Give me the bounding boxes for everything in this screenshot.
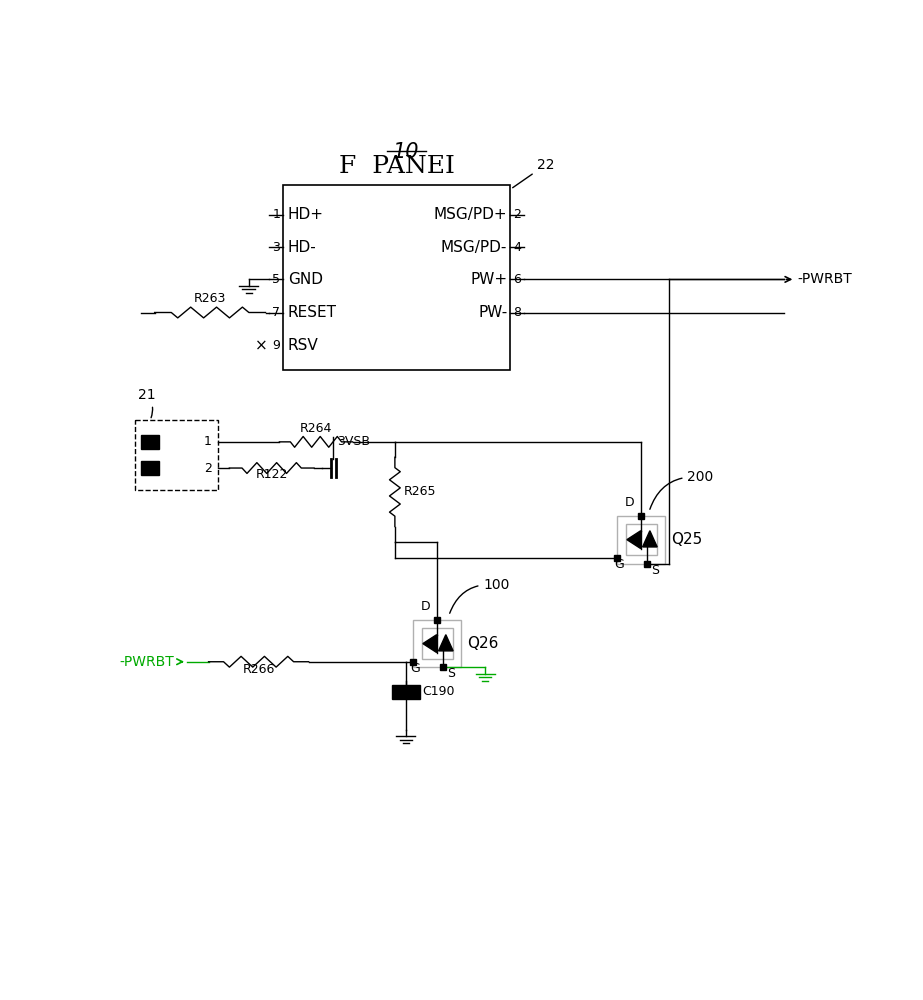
Text: 22: 22 bbox=[512, 158, 555, 188]
Text: 1: 1 bbox=[204, 435, 211, 448]
Text: G: G bbox=[614, 558, 624, 571]
Text: F  PANEI: F PANEI bbox=[339, 155, 455, 178]
Text: HD-: HD- bbox=[288, 240, 317, 255]
Text: R264: R264 bbox=[299, 422, 331, 435]
Text: ×: × bbox=[255, 338, 268, 353]
Text: R265: R265 bbox=[404, 485, 437, 498]
Text: 200: 200 bbox=[650, 470, 713, 509]
Text: 7: 7 bbox=[272, 306, 281, 319]
Text: 9: 9 bbox=[272, 339, 281, 352]
Bar bbox=[422, 628, 452, 659]
Bar bbox=[283, 185, 510, 370]
Text: S: S bbox=[651, 564, 659, 577]
Text: RESET: RESET bbox=[288, 305, 337, 320]
Text: G: G bbox=[410, 662, 420, 675]
Text: 2: 2 bbox=[204, 462, 211, 475]
Text: -PWRBT: -PWRBT bbox=[797, 272, 852, 286]
Text: 2: 2 bbox=[513, 208, 521, 221]
Text: S: S bbox=[447, 667, 455, 680]
Bar bbox=[141, 435, 160, 449]
Text: 6: 6 bbox=[513, 273, 521, 286]
Text: 5: 5 bbox=[272, 273, 281, 286]
Bar bbox=[414, 620, 462, 667]
Text: HD+: HD+ bbox=[288, 207, 324, 222]
Text: 1: 1 bbox=[272, 208, 281, 221]
Text: 21: 21 bbox=[138, 388, 156, 418]
Bar bbox=[617, 516, 665, 564]
Text: D: D bbox=[421, 600, 430, 613]
Text: 8: 8 bbox=[513, 306, 521, 319]
Text: R266: R266 bbox=[243, 663, 275, 676]
Text: 10: 10 bbox=[393, 142, 420, 162]
Text: PW-: PW- bbox=[478, 305, 508, 320]
Text: R263: R263 bbox=[194, 292, 226, 305]
Text: 100: 100 bbox=[450, 578, 509, 613]
Text: PW+: PW+ bbox=[470, 272, 508, 287]
Text: GND: GND bbox=[288, 272, 323, 287]
Bar bbox=[141, 461, 160, 475]
Text: R122: R122 bbox=[256, 468, 288, 481]
Bar bbox=[626, 524, 656, 555]
Text: D: D bbox=[625, 496, 634, 509]
Polygon shape bbox=[627, 531, 641, 549]
Text: MSG/PD+: MSG/PD+ bbox=[434, 207, 508, 222]
Text: 3VSB: 3VSB bbox=[337, 435, 370, 448]
Polygon shape bbox=[642, 531, 657, 547]
Text: MSG/PD-: MSG/PD- bbox=[441, 240, 508, 255]
FancyBboxPatch shape bbox=[135, 420, 218, 490]
Bar bbox=[391, 685, 420, 699]
Text: Q25: Q25 bbox=[671, 532, 702, 547]
Text: Q26: Q26 bbox=[467, 636, 498, 651]
Text: C190: C190 bbox=[423, 685, 455, 698]
Text: -PWRBT: -PWRBT bbox=[119, 655, 174, 669]
Polygon shape bbox=[438, 635, 453, 651]
Text: 4: 4 bbox=[513, 241, 521, 254]
Text: RSV: RSV bbox=[288, 338, 318, 353]
Text: 3: 3 bbox=[272, 241, 281, 254]
Polygon shape bbox=[423, 635, 437, 653]
